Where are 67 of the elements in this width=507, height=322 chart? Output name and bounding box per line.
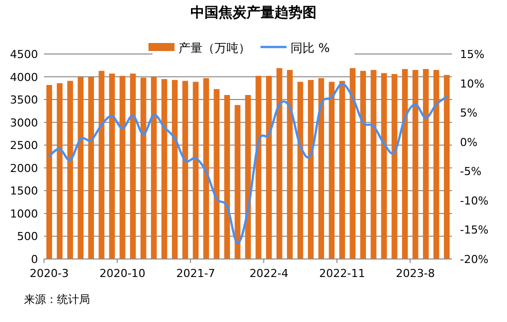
y-tick-label: 4000 — [10, 70, 38, 84]
legend-label: 同比 % — [290, 41, 330, 55]
bar — [46, 84, 52, 259]
bar — [203, 78, 210, 259]
y2-tick-label: -15% — [460, 224, 488, 237]
y-tick-label: 2500 — [10, 139, 38, 152]
x-tick-label: 2022-4 — [249, 267, 288, 280]
bar — [360, 70, 366, 259]
bar — [214, 89, 220, 259]
bar — [67, 80, 74, 259]
bar — [182, 80, 188, 259]
bar — [140, 78, 146, 259]
y2-tick-label: 10% — [460, 77, 484, 90]
y2-tick-label: -20% — [460, 253, 488, 266]
y-tick-label: 3000 — [10, 116, 38, 130]
bar — [381, 73, 387, 259]
y-tick-label: 1500 — [10, 184, 38, 198]
chart-title: 中国焦炭产量趋势图 — [190, 4, 316, 21]
bar — [161, 79, 168, 259]
y-tick-label: 1000 — [10, 207, 38, 220]
y2-tick-label: 5% — [460, 106, 478, 120]
bar — [422, 69, 429, 259]
bar — [370, 70, 376, 259]
legend-label: 产量（万吨） — [178, 41, 250, 55]
bar — [56, 83, 63, 259]
bar — [256, 76, 262, 259]
bar — [172, 80, 178, 259]
y-tick-label: 0 — [31, 253, 38, 266]
y-tick-label: 2000 — [10, 162, 38, 175]
y-tick-label: 500 — [17, 230, 38, 244]
bar — [276, 68, 282, 259]
bar — [444, 74, 450, 259]
x-tick-label: 2023-8 — [396, 267, 435, 280]
bar — [150, 76, 157, 259]
x-tick-label: 2020-3 — [30, 267, 69, 280]
source-note: 来源：统计局 — [24, 293, 90, 306]
bar — [109, 74, 115, 259]
bar — [192, 82, 199, 259]
y2-tick-label: 15% — [460, 48, 484, 61]
bar — [350, 68, 356, 259]
bar — [120, 76, 126, 259]
bar — [412, 70, 418, 259]
bar — [286, 70, 293, 259]
bar — [402, 69, 408, 259]
y-tick-label: 4500 — [10, 48, 38, 61]
bar — [392, 74, 398, 259]
bar — [98, 70, 104, 259]
bar — [318, 78, 324, 259]
bar — [339, 80, 346, 259]
bar — [297, 82, 304, 259]
bar — [433, 70, 440, 259]
y2-tick-label: 0% — [460, 136, 478, 149]
y2-tick-label: -10% — [460, 194, 488, 208]
y-tick-label: 3500 — [10, 94, 38, 107]
x-tick-label: 2021-7 — [176, 267, 216, 280]
bar — [78, 76, 84, 259]
bar — [88, 76, 94, 259]
x-tick-label: 2020-10 — [99, 267, 146, 280]
x-tick-label: 2022-11 — [319, 267, 366, 280]
bar — [266, 76, 272, 259]
bar — [328, 82, 335, 259]
bar — [234, 105, 240, 259]
bar — [245, 95, 251, 259]
y2-tick-label: -5% — [460, 165, 482, 178]
bar — [308, 80, 314, 259]
bar — [130, 74, 136, 259]
bar — [224, 95, 230, 259]
